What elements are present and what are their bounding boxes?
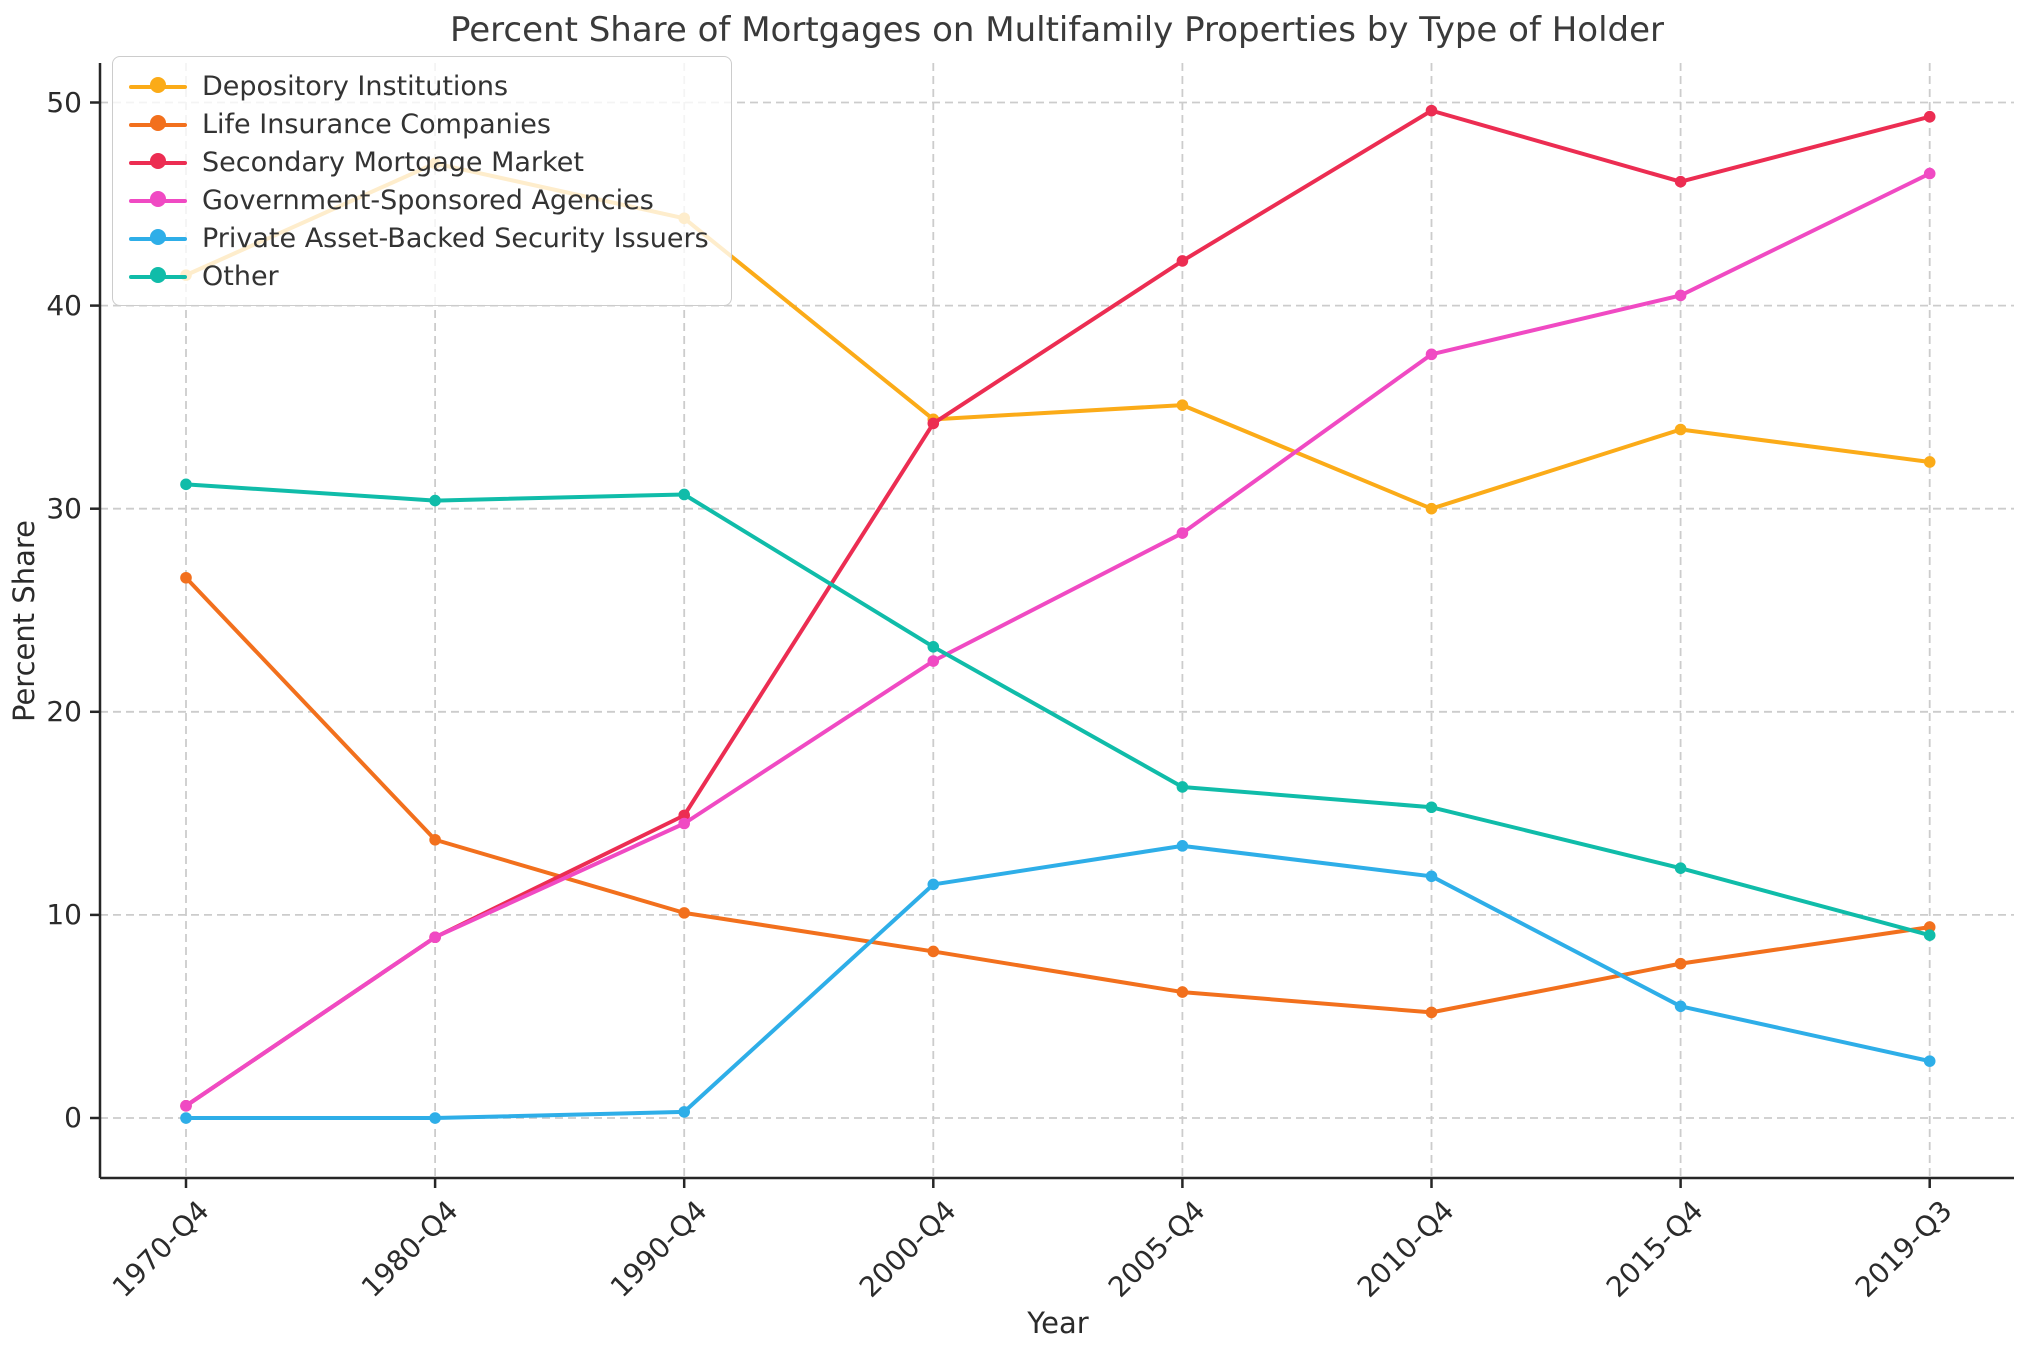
legend-item-private-asset-backed-security-issuers: Private Asset-Backed Security Issuers xyxy=(129,219,709,257)
data-point-government-sponsored-agencies-2010-Q4 xyxy=(1425,348,1438,361)
data-point-life-insurance-companies-1980-Q4 xyxy=(429,833,441,846)
legend-item-government-sponsored-agencies: Government-Sponsored Agencies xyxy=(129,181,709,219)
data-point-life-insurance-companies-2000-Q4 xyxy=(927,945,940,958)
data-point-government-sponsored-agencies-2005-Q4 xyxy=(1176,527,1189,539)
data-point-other-2000-Q4 xyxy=(927,641,940,653)
y-tick-label-0: 0 xyxy=(64,1101,82,1134)
data-point-other-2010-Q4 xyxy=(1425,801,1438,814)
data-point-life-insurance-companies-2019-Q3 xyxy=(1923,921,1936,933)
legend-label: Secondary Mortgage Market xyxy=(202,146,584,178)
legend-swatch-icon xyxy=(129,143,187,181)
data-point-other-1990-Q4 xyxy=(678,488,690,501)
legend-label: Private Asset-Backed Security Issuers xyxy=(202,222,709,254)
data-point-other-1980-Q4 xyxy=(429,494,441,507)
y-tick-label-10: 10 xyxy=(46,897,82,931)
legend-swatch-icon xyxy=(129,219,187,257)
y-tick-label-20: 20 xyxy=(46,694,82,728)
data-point-private-asset-backed-security-issuers-1970-Q4 xyxy=(180,1112,192,1124)
data-point-depository-institutions-2019-Q3 xyxy=(1923,456,1936,468)
data-point-government-sponsored-agencies-1990-Q4 xyxy=(678,817,690,830)
legend-label: Other xyxy=(202,260,279,292)
legend-label: Depository Institutions xyxy=(202,70,509,102)
data-point-private-asset-backed-security-issuers-2000-Q4 xyxy=(927,878,940,891)
data-point-other-2005-Q4 xyxy=(1176,781,1189,793)
data-point-secondary-mortgage-market-2005-Q4 xyxy=(1176,255,1189,267)
legend-item-secondary-mortgage-market: Secondary Mortgage Market xyxy=(129,143,709,181)
data-point-other-2019-Q3 xyxy=(1923,929,1936,942)
data-point-private-asset-backed-security-issuers-2015-Q4 xyxy=(1674,1000,1687,1013)
data-point-life-insurance-companies-1970-Q4 xyxy=(180,571,192,584)
data-point-government-sponsored-agencies-1980-Q4 xyxy=(429,931,441,944)
data-point-government-sponsored-agencies-2015-Q4 xyxy=(1674,289,1687,302)
series-line-government-sponsored-agencies xyxy=(184,171,1932,1108)
data-point-life-insurance-companies-1990-Q4 xyxy=(678,907,690,919)
legend-swatch-icon xyxy=(129,105,187,143)
data-point-private-asset-backed-security-issuers-1990-Q4 xyxy=(678,1106,690,1118)
data-point-government-sponsored-agencies-1970-Q4 xyxy=(180,1100,192,1112)
series-line-private-asset-backed-security-issuers xyxy=(184,843,1932,1120)
data-point-secondary-mortgage-market-2015-Q4 xyxy=(1674,175,1687,188)
data-point-government-sponsored-agencies-2019-Q3 xyxy=(1923,167,1936,180)
data-point-depository-institutions-2005-Q4 xyxy=(1176,399,1189,411)
data-point-life-insurance-companies-2015-Q4 xyxy=(1674,957,1687,970)
legend-swatch-icon xyxy=(129,67,187,105)
legend-swatch-icon xyxy=(129,257,187,295)
y-tick-label-50: 50 xyxy=(46,85,82,119)
y-tick-label-30: 30 xyxy=(46,491,82,525)
y-tick-label-40: 40 xyxy=(46,288,82,322)
data-point-private-asset-backed-security-issuers-2019-Q3 xyxy=(1923,1055,1936,1067)
data-point-other-2015-Q4 xyxy=(1674,862,1687,874)
x-axis-label: Year xyxy=(1027,1306,1089,1340)
data-point-private-asset-backed-security-issuers-1980-Q4 xyxy=(429,1112,441,1124)
data-point-private-asset-backed-security-issuers-2005-Q4 xyxy=(1176,840,1189,852)
data-point-secondary-mortgage-market-2000-Q4 xyxy=(927,417,940,430)
series-line-life-insurance-companies xyxy=(184,575,1932,1015)
legend-label: Government-Sponsored Agencies xyxy=(202,184,654,216)
data-point-life-insurance-companies-2005-Q4 xyxy=(1176,986,1189,998)
data-point-depository-institutions-2010-Q4 xyxy=(1425,502,1438,515)
data-point-secondary-mortgage-market-2019-Q3 xyxy=(1923,110,1936,123)
legend-item-life-insurance-companies: Life Insurance Companies xyxy=(129,105,709,143)
data-point-secondary-mortgage-market-1990-Q4 xyxy=(678,809,690,822)
data-point-life-insurance-companies-2010-Q4 xyxy=(1425,1006,1438,1019)
data-point-private-asset-backed-security-issuers-2010-Q4 xyxy=(1425,870,1438,883)
data-point-government-sponsored-agencies-2000-Q4 xyxy=(927,655,940,667)
chart-title: Percent Share of Mortgages on Multifamil… xyxy=(449,10,1665,50)
legend-item-depository-institutions: Depository Institutions xyxy=(129,67,709,105)
legend: Depository Institutions Life Insurance Co… xyxy=(112,56,732,306)
legend-swatch-icon xyxy=(129,181,187,219)
data-point-depository-institutions-2015-Q4 xyxy=(1674,423,1687,436)
data-point-secondary-mortgage-market-2010-Q4 xyxy=(1425,104,1438,117)
data-point-other-1970-Q4 xyxy=(180,478,192,491)
legend-item-other: Other xyxy=(129,257,709,295)
series-line-other xyxy=(184,482,1932,938)
legend-label: Life Insurance Companies xyxy=(202,108,551,140)
